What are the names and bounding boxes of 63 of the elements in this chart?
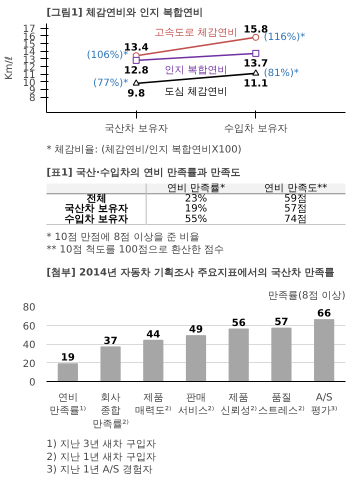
- data-label: 19: [60, 352, 75, 364]
- text: 23%: [184, 193, 208, 204]
- y-tick-label: 80: [22, 302, 36, 314]
- category-label: 수입차 보유자: [64, 214, 128, 225]
- x-tick-label: 판매 서비스²⁾: [178, 392, 214, 417]
- text: * 10점 만점에 8점 이상을 준 비율: [46, 232, 200, 243]
- y-tick-label: 20: [22, 358, 36, 370]
- annotation: (77%)*: [93, 78, 128, 89]
- category-label: 연비 만족도**: [264, 183, 328, 194]
- text: 1) 지난 3년 새차 구입자: [46, 439, 156, 450]
- series-label: 고속도로 체감연비: [154, 28, 238, 39]
- y-tick-label: 0: [29, 378, 36, 388]
- data-label: 12.8: [124, 65, 149, 76]
- data-label: 49: [189, 324, 203, 336]
- data-label: 57: [274, 317, 288, 328]
- point: [252, 34, 260, 41]
- x-tick-label: 제품 매력도²⁾: [135, 392, 172, 417]
- data-label: 9.8: [127, 88, 146, 100]
- text: 57점: [284, 204, 308, 215]
- y-tick-label: 60: [22, 321, 36, 332]
- data-label: 37: [104, 336, 118, 347]
- x-tick-label: 회사 종합만족률²⁾: [92, 392, 129, 430]
- x-tick-label: 연비 만족률¹⁾: [50, 392, 86, 417]
- bar: [228, 328, 249, 382]
- bar: [58, 363, 78, 382]
- category-label: 연비 만족률*: [166, 183, 226, 194]
- text: 19%: [184, 204, 208, 215]
- data-label: 66: [317, 308, 332, 320]
- annotation: (106%)*: [86, 50, 128, 62]
- chart-title: [첨부] 2014년 자동차 기획조사 주요지표에서의 국산차 만족률: [46, 268, 334, 278]
- text: 74점: [284, 214, 308, 225]
- text: [표1] 국산·수입차의 연비 만족률과 만족도: [46, 168, 240, 178]
- x-tick-label: 제품 신뢰성²⁾: [220, 392, 257, 417]
- bar: [271, 328, 292, 382]
- point: [132, 56, 140, 64]
- text: 55%: [184, 214, 208, 225]
- text: * 체감비율: (체감연비/인지 복합연비X100): [46, 144, 242, 156]
- data-label: 11.1: [243, 78, 268, 90]
- category-label: 국산차 보유자: [64, 204, 128, 215]
- y-axis-title: Km/ℓ: [4, 56, 15, 80]
- bar: [143, 340, 164, 382]
- x-tick-label: 품질 스트레스²⁾: [258, 392, 305, 417]
- data-label: 56: [232, 318, 246, 329]
- point: [252, 50, 260, 57]
- data-label: 13.7: [243, 58, 268, 70]
- text: 2) 지난 1년 새차 구입자: [46, 452, 156, 463]
- bar: [186, 335, 206, 382]
- annotation: (116%)*: [264, 32, 306, 43]
- x-tick-label: A/S 평가³⁾: [310, 392, 338, 417]
- series-label: 도심 체감연비: [164, 86, 228, 98]
- category-label: 전체: [86, 193, 106, 204]
- annotation: (81%)*: [264, 68, 299, 79]
- bar: [100, 346, 121, 382]
- text: 3) 지난 1년 A/S 경험자: [46, 464, 152, 476]
- chart-title: [그림1] 체감연비와 인지 복합연비: [46, 8, 204, 18]
- y-tick-label: 40: [22, 340, 36, 351]
- text: 59점: [284, 193, 308, 204]
- data-label: 44: [146, 329, 160, 340]
- series-label: 인지 복합연비: [164, 64, 228, 76]
- y-axis-title: 만족률(8점 이상): [268, 290, 346, 302]
- text: ** 10점 척도를 100점으로 환산한 점수: [46, 244, 224, 256]
- bar: [314, 319, 334, 382]
- y-tick-label: 8: [29, 93, 36, 104]
